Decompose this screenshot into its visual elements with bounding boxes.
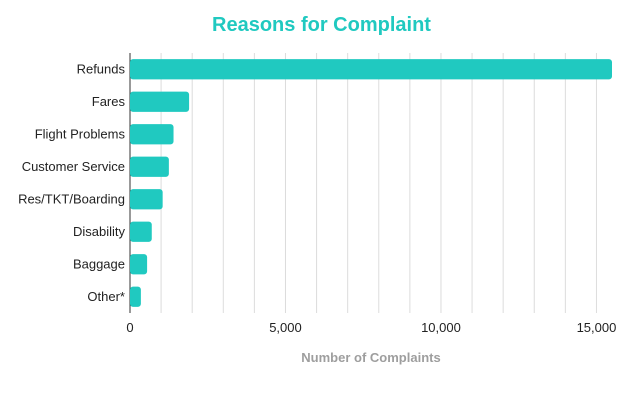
bar-fares — [130, 91, 190, 112]
bar-customer-service — [130, 156, 169, 177]
category-label: Baggage — [73, 256, 125, 271]
bar-disability — [130, 221, 152, 242]
x-tick-label: 0 — [126, 320, 133, 335]
chart-title: Reasons for Complaint — [212, 14, 431, 36]
category-label: Flight Problems — [35, 126, 126, 141]
category-label: Res/TKT/Boarding — [18, 191, 125, 206]
category-label: Fares — [92, 94, 126, 109]
category-label: Disability — [73, 224, 126, 239]
x-tick-label: 10,000 — [421, 320, 461, 335]
category-label: Customer Service — [22, 159, 125, 174]
x-axis-label: Number of Complaints — [301, 350, 441, 365]
x-tick-label: 5,000 — [269, 320, 302, 335]
bar-flight-problems — [130, 124, 174, 145]
category-label: Refunds — [77, 61, 126, 76]
bar-refunds — [130, 59, 612, 80]
bar-res-tkt-boarding — [130, 189, 163, 210]
x-tick-label: 15,000 — [577, 320, 617, 335]
category-label: Other* — [87, 289, 125, 304]
bar-baggage — [130, 254, 148, 275]
bar-other — [130, 286, 141, 307]
